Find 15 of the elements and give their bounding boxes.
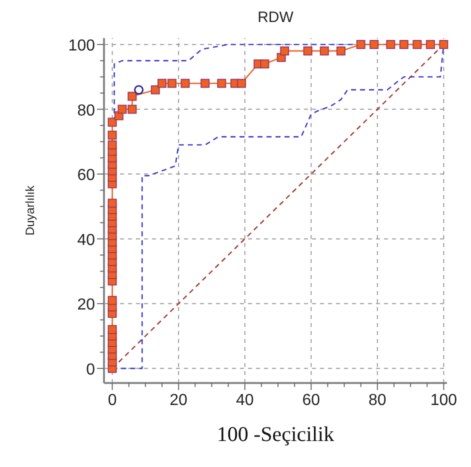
y-tick-label: 60 (77, 167, 96, 184)
y-tick-label: 40 (77, 232, 96, 249)
y-tick-label: 0 (86, 361, 96, 378)
y-tick-label: 100 (68, 37, 96, 54)
x-axis-title: 100 -Seçicilik (216, 422, 335, 446)
x-tick-label: 60 (302, 392, 320, 409)
x-tick-label: 0 (108, 392, 117, 409)
x-tick-label: 100 (430, 392, 458, 409)
y-axis-title: Duyarlılık (23, 184, 37, 236)
x-tick-label: 40 (236, 392, 254, 409)
y-tick-label: 20 (77, 296, 96, 314)
x-tick-label: 20 (170, 392, 188, 409)
x-tick-label: 80 (368, 392, 386, 409)
chart-title: RDW (258, 9, 294, 26)
y-tick-label: 80 (77, 102, 96, 120)
